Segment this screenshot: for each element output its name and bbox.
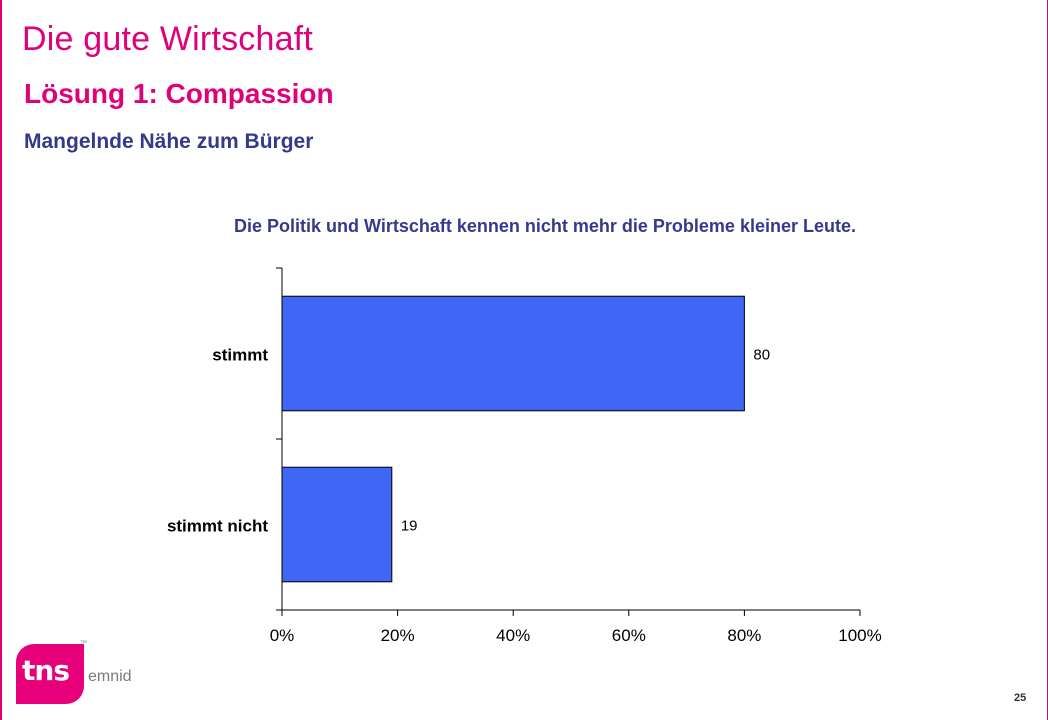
logo-trademark: ™ xyxy=(80,640,87,647)
page-subtitle: Lösung 1: Compassion xyxy=(24,78,334,109)
x-tick-label-2: 40% xyxy=(496,626,530,645)
tns-logo: tns xyxy=(16,644,84,704)
data-label-1: 19 xyxy=(401,518,418,535)
page-number: 25 xyxy=(1014,692,1027,704)
category-label-0: stimmt xyxy=(212,346,268,365)
x-tick-label-5: 100% xyxy=(838,626,881,645)
frame-line-left xyxy=(0,0,2,720)
x-tick-label-4: 80% xyxy=(727,626,761,645)
x-tick-label-1: 20% xyxy=(381,626,415,645)
logo-subtext: emnid xyxy=(88,668,132,685)
category-label-1: stimmt nicht xyxy=(167,517,268,536)
logo-mark: tns xyxy=(22,654,70,687)
section-heading: Mangelnde Nähe zum Bürger xyxy=(24,130,314,153)
x-tick-label-0: 0% xyxy=(270,626,295,645)
bar-0 xyxy=(281,295,745,412)
x-tick-label-3: 60% xyxy=(612,626,646,645)
chart-title: Die Politik und Wirtschaft kennen nicht … xyxy=(234,216,856,236)
page-title: Die gute Wirtschaft xyxy=(22,20,314,58)
data-label-0: 80 xyxy=(753,347,770,364)
bar-1 xyxy=(281,466,393,583)
